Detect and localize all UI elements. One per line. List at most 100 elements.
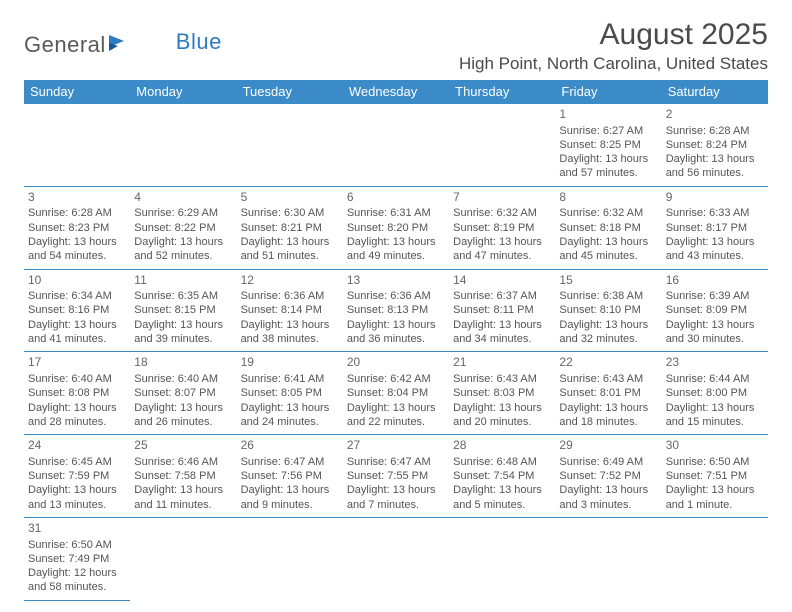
daylight-text: and 39 minutes.: [134, 332, 232, 346]
daylight-text: and 18 minutes.: [559, 415, 657, 429]
daylight-text: and 30 minutes.: [666, 332, 764, 346]
weekday-friday: Friday: [555, 80, 661, 104]
daylight-text: Daylight: 13 hours: [28, 401, 126, 415]
day-number: 25: [134, 438, 232, 454]
sunset-text: Sunset: 8:20 PM: [347, 221, 445, 235]
day-cell: 28Sunrise: 6:48 AMSunset: 7:54 PMDayligh…: [449, 435, 555, 518]
title-block: August 2025 High Point, North Carolina, …: [459, 18, 768, 74]
day-cell: 3Sunrise: 6:28 AMSunset: 8:23 PMDaylight…: [24, 186, 130, 269]
day-cell: 8Sunrise: 6:32 AMSunset: 8:18 PMDaylight…: [555, 186, 661, 269]
weekday-thursday: Thursday: [449, 80, 555, 104]
sunset-text: Sunset: 8:04 PM: [347, 386, 445, 400]
daylight-text: and 43 minutes.: [666, 249, 764, 263]
day-number: 14: [453, 273, 551, 289]
daylight-text: and 56 minutes.: [666, 166, 764, 180]
daylight-text: and 3 minutes.: [559, 498, 657, 512]
day-number: 19: [241, 355, 339, 371]
day-number: 23: [666, 355, 764, 371]
day-number: 26: [241, 438, 339, 454]
month-title: August 2025: [459, 18, 768, 52]
day-cell: 1Sunrise: 6:27 AMSunset: 8:25 PMDaylight…: [555, 104, 661, 187]
day-number: 24: [28, 438, 126, 454]
sunrise-text: Sunrise: 6:45 AM: [28, 455, 126, 469]
day-cell: 17Sunrise: 6:40 AMSunset: 8:08 PMDayligh…: [24, 352, 130, 435]
flag-icon: [108, 34, 130, 57]
day-number: 11: [134, 273, 232, 289]
daylight-text: and 15 minutes.: [666, 415, 764, 429]
empty-cell: [555, 517, 661, 600]
daylight-text: Daylight: 13 hours: [347, 483, 445, 497]
sunset-text: Sunset: 8:11 PM: [453, 303, 551, 317]
sunset-text: Sunset: 8:01 PM: [559, 386, 657, 400]
sunrise-text: Sunrise: 6:28 AM: [666, 124, 764, 138]
daylight-text: and 22 minutes.: [347, 415, 445, 429]
sunrise-text: Sunrise: 6:41 AM: [241, 372, 339, 386]
sunrise-text: Sunrise: 6:38 AM: [559, 289, 657, 303]
day-number: 17: [28, 355, 126, 371]
daylight-text: and 38 minutes.: [241, 332, 339, 346]
sunset-text: Sunset: 7:59 PM: [28, 469, 126, 483]
sunset-text: Sunset: 7:55 PM: [347, 469, 445, 483]
sunrise-text: Sunrise: 6:50 AM: [28, 538, 126, 552]
sunrise-text: Sunrise: 6:46 AM: [134, 455, 232, 469]
daylight-text: Daylight: 13 hours: [453, 483, 551, 497]
sunset-text: Sunset: 8:19 PM: [453, 221, 551, 235]
sunset-text: Sunset: 7:51 PM: [666, 469, 764, 483]
sunset-text: Sunset: 8:13 PM: [347, 303, 445, 317]
logo-text-general: General: [24, 32, 106, 58]
day-number: 18: [134, 355, 232, 371]
day-cell: 11Sunrise: 6:35 AMSunset: 8:15 PMDayligh…: [130, 269, 236, 352]
day-cell: 7Sunrise: 6:32 AMSunset: 8:19 PMDaylight…: [449, 186, 555, 269]
logo-text-blue: Blue: [176, 29, 222, 55]
day-number: 1: [559, 107, 657, 123]
day-number: 20: [347, 355, 445, 371]
daylight-text: Daylight: 13 hours: [241, 401, 339, 415]
daylight-text: Daylight: 13 hours: [559, 318, 657, 332]
empty-cell: [449, 517, 555, 600]
location: High Point, North Carolina, United State…: [459, 54, 768, 74]
daylight-text: Daylight: 13 hours: [347, 318, 445, 332]
sunrise-text: Sunrise: 6:42 AM: [347, 372, 445, 386]
daylight-text: Daylight: 13 hours: [559, 401, 657, 415]
sunset-text: Sunset: 7:52 PM: [559, 469, 657, 483]
day-cell: 21Sunrise: 6:43 AMSunset: 8:03 PMDayligh…: [449, 352, 555, 435]
daylight-text: Daylight: 13 hours: [241, 235, 339, 249]
sunrise-text: Sunrise: 6:43 AM: [453, 372, 551, 386]
sunset-text: Sunset: 8:00 PM: [666, 386, 764, 400]
weekday-sunday: Sunday: [24, 80, 130, 104]
sunset-text: Sunset: 7:58 PM: [134, 469, 232, 483]
sunrise-text: Sunrise: 6:47 AM: [347, 455, 445, 469]
day-number: 16: [666, 273, 764, 289]
daylight-text: Daylight: 13 hours: [666, 152, 764, 166]
weekday-saturday: Saturday: [662, 80, 768, 104]
daylight-text: and 45 minutes.: [559, 249, 657, 263]
day-cell: 6Sunrise: 6:31 AMSunset: 8:20 PMDaylight…: [343, 186, 449, 269]
daylight-text: and 13 minutes.: [28, 498, 126, 512]
daylight-text: and 26 minutes.: [134, 415, 232, 429]
day-cell: 2Sunrise: 6:28 AMSunset: 8:24 PMDaylight…: [662, 104, 768, 187]
sunrise-text: Sunrise: 6:43 AM: [559, 372, 657, 386]
empty-cell: [237, 517, 343, 600]
daylight-text: and 32 minutes.: [559, 332, 657, 346]
day-cell: 30Sunrise: 6:50 AMSunset: 7:51 PMDayligh…: [662, 435, 768, 518]
sunrise-text: Sunrise: 6:50 AM: [666, 455, 764, 469]
sunrise-text: Sunrise: 6:44 AM: [666, 372, 764, 386]
daylight-text: and 20 minutes.: [453, 415, 551, 429]
day-number: 7: [453, 190, 551, 206]
daylight-text: and 9 minutes.: [241, 498, 339, 512]
daylight-text: Daylight: 13 hours: [134, 318, 232, 332]
day-number: 5: [241, 190, 339, 206]
sunrise-text: Sunrise: 6:32 AM: [453, 206, 551, 220]
day-cell: 5Sunrise: 6:30 AMSunset: 8:21 PMDaylight…: [237, 186, 343, 269]
day-cell: 22Sunrise: 6:43 AMSunset: 8:01 PMDayligh…: [555, 352, 661, 435]
day-number: 10: [28, 273, 126, 289]
sunset-text: Sunset: 7:49 PM: [28, 552, 126, 566]
calendar-table: SundayMondayTuesdayWednesdayThursdayFrid…: [24, 80, 768, 601]
day-number: 13: [347, 273, 445, 289]
day-cell: 10Sunrise: 6:34 AMSunset: 8:16 PMDayligh…: [24, 269, 130, 352]
day-number: 28: [453, 438, 551, 454]
calendar-row: 3Sunrise: 6:28 AMSunset: 8:23 PMDaylight…: [24, 186, 768, 269]
daylight-text: Daylight: 13 hours: [347, 401, 445, 415]
day-number: 2: [666, 107, 764, 123]
sunset-text: Sunset: 8:05 PM: [241, 386, 339, 400]
